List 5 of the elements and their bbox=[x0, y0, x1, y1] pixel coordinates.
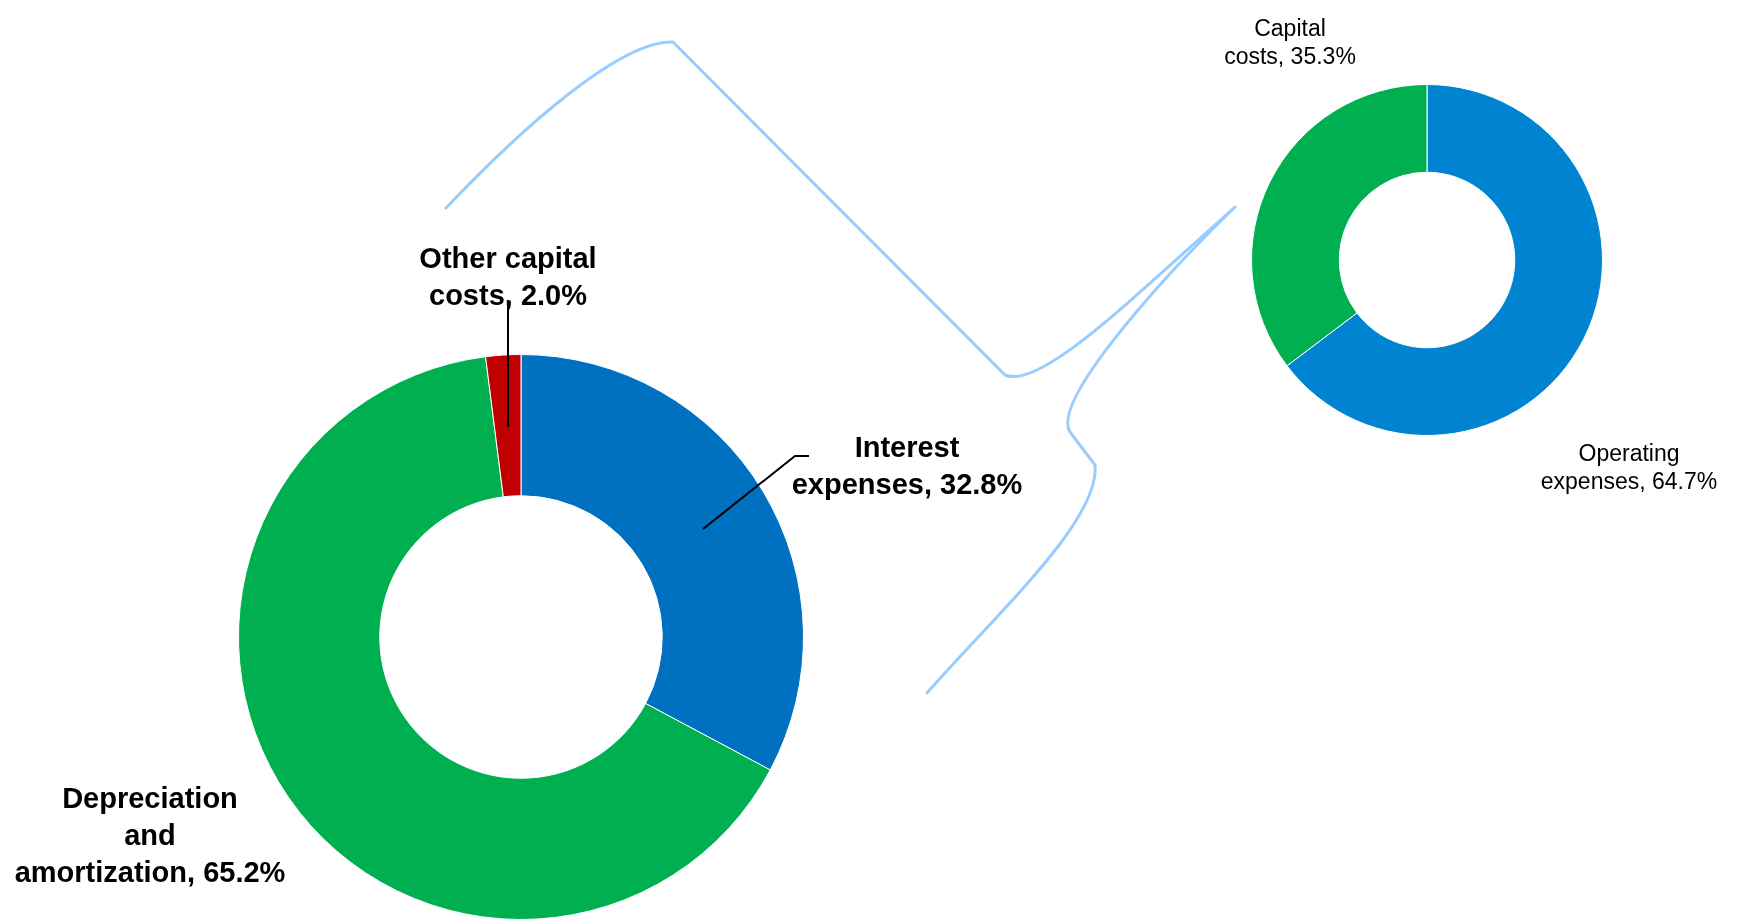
slice-label: Interest expenses, 32.8% bbox=[791, 430, 1023, 500]
slice-label: Operating expenses, 64.7% bbox=[1540, 440, 1718, 495]
slice-label: Depreciation and amortization, 65.2% bbox=[14, 782, 286, 888]
slice-label: Other capital costs, 2.0% bbox=[419, 241, 597, 311]
slice-label: Capital costs, 35.3% bbox=[1224, 15, 1356, 70]
